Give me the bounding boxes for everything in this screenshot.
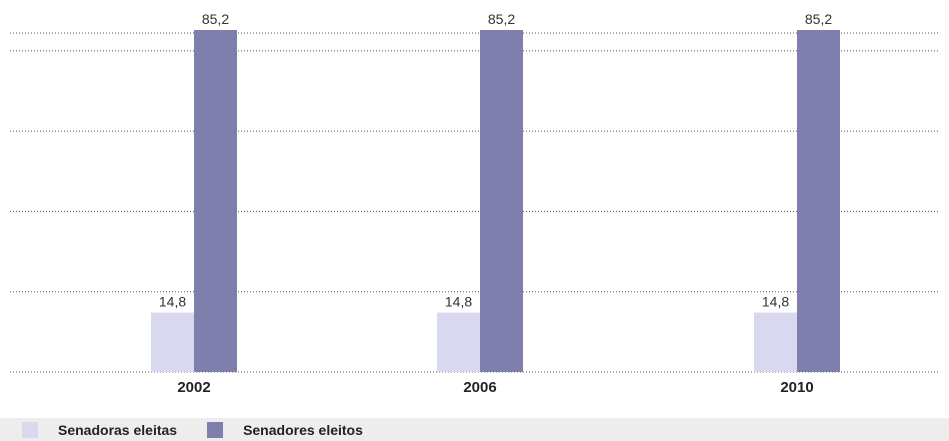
bar-senadores-2006 bbox=[480, 30, 523, 372]
bar-senadores-2002 bbox=[194, 30, 237, 372]
legend-item-senadoras: Senadoras eleitas bbox=[22, 421, 178, 438]
legend-label-senadores: Senadores eleitos bbox=[243, 421, 363, 438]
legend-swatch-senadores bbox=[207, 421, 224, 438]
x-axis-ticks: 2002 2006 2010 bbox=[177, 379, 813, 396]
data-label-senadoras-2010: 14,8 bbox=[762, 294, 789, 310]
legend-item-senadores: Senadores eleitos bbox=[207, 421, 363, 438]
x-tick-2002: 2002 bbox=[177, 379, 210, 396]
bar-chart: 14,8 85,2 14,8 85,2 14,8 85,2 2002 2006 2010 bbox=[10, 11, 940, 396]
x-tick-2006: 2006 bbox=[463, 379, 496, 396]
bar-senadoras-2006 bbox=[437, 312, 480, 372]
data-label-senadores-2010: 85,2 bbox=[805, 11, 832, 27]
legend-label-senadoras: Senadoras eleitas bbox=[58, 421, 178, 438]
bars bbox=[151, 30, 840, 372]
data-label-senadores-2002: 85,2 bbox=[202, 11, 229, 27]
data-labels: 14,8 85,2 14,8 85,2 14,8 85,2 bbox=[159, 11, 832, 310]
data-label-senadores-2006: 85,2 bbox=[488, 11, 515, 27]
data-label-senadoras-2006: 14,8 bbox=[445, 294, 472, 310]
bar-senadores-2010 bbox=[797, 30, 840, 372]
bar-senadoras-2010 bbox=[754, 312, 797, 372]
legend: Senadoras eleitas Senadores eleitos bbox=[0, 418, 949, 441]
x-tick-2010: 2010 bbox=[780, 379, 813, 396]
legend-swatch-senadoras bbox=[22, 421, 38, 438]
bar-senadoras-2002 bbox=[151, 312, 194, 372]
data-label-senadoras-2002: 14,8 bbox=[159, 294, 186, 310]
